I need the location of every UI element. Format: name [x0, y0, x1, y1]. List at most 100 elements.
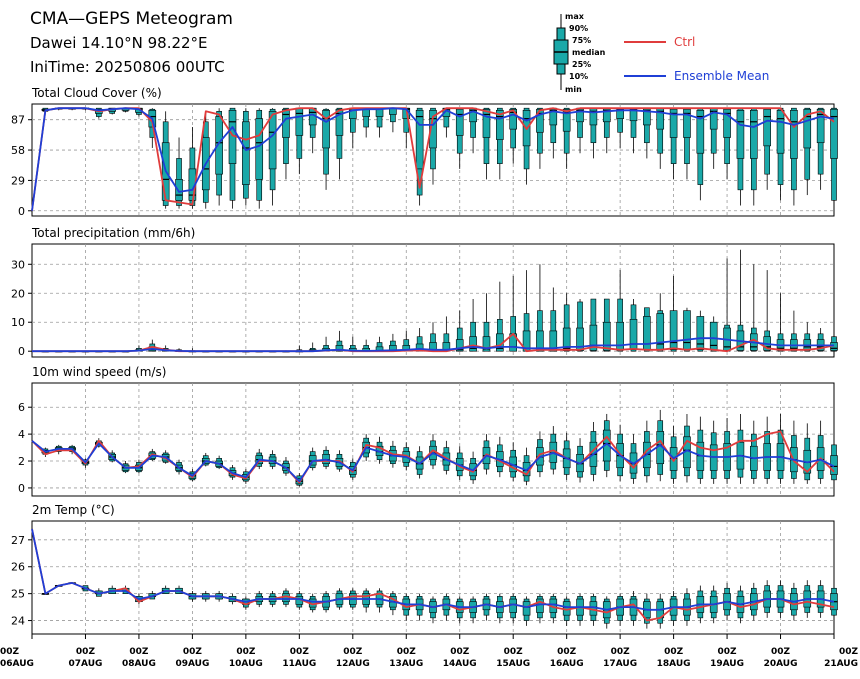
x-tick-date: 09AUG: [175, 659, 209, 669]
box-plot: [683, 107, 691, 180]
box-plot: [763, 416, 771, 484]
box-plot: [429, 322, 437, 352]
box-plot: [496, 107, 504, 180]
box-inner: [469, 336, 477, 352]
box-plot: [482, 107, 491, 180]
box-plot: [576, 299, 584, 352]
box-plot: [389, 333, 397, 352]
box-plot: [522, 596, 531, 626]
box-inner: [589, 324, 598, 351]
box-plot: [549, 107, 558, 159]
box-plot: [348, 107, 357, 148]
box-plot: [509, 593, 518, 624]
box-plot: [816, 107, 825, 190]
init-time-label: IniTime: 20250806 00UTC: [30, 58, 225, 76]
box-plot: [455, 310, 464, 352]
box-inner: [482, 108, 491, 138]
y-tick-label: 2: [18, 455, 25, 468]
box-plot: [709, 420, 718, 484]
x-tick: 00Z 06AUG: [0, 634, 34, 669]
box-inner: [803, 108, 812, 149]
x-tick: 00Z 12AUG: [336, 634, 370, 669]
ensemble-mean-line: [31, 107, 835, 211]
box-plot: [669, 275, 678, 352]
box-inner: [429, 109, 437, 149]
x-tick: 00Z 13AUG: [389, 634, 423, 669]
box-plot: [522, 447, 531, 486]
box-plot: [830, 107, 838, 211]
box-inner: [482, 336, 491, 352]
box-plot: [509, 107, 518, 164]
x-tick: 00Z 20AUG: [764, 634, 798, 669]
x-tick-date: 18AUG: [657, 659, 691, 669]
box-plot: [683, 307, 691, 352]
box-plot: [268, 108, 277, 206]
box-plot: [616, 593, 624, 626]
x-tick-date: 17AUG: [603, 659, 637, 669]
box-inner: [736, 109, 745, 159]
box-plot: [536, 593, 544, 624]
x-tick-date: 15AUG: [496, 659, 530, 669]
box-plot: [790, 107, 798, 206]
box-plot: [255, 108, 264, 209]
box-plot: [616, 107, 624, 148]
box-plot: [736, 249, 745, 352]
x-tick-date: 10AUG: [229, 659, 263, 669]
x-tick-date: 06AUG: [0, 659, 34, 669]
x-tick-hour: 00Z: [183, 647, 203, 657]
y-tick-label: 27: [11, 534, 25, 547]
legend-ctrl-label: Ctrl: [674, 35, 695, 49]
box-inner: [749, 109, 758, 159]
box-plot: [589, 107, 598, 159]
box-plot: [322, 446, 330, 470]
x-tick: 00Z 08AUG: [122, 634, 156, 669]
x-tick: 00Z 11AUG: [282, 634, 316, 669]
ensemble-mean-line: [32, 337, 834, 353]
box-plot: [215, 108, 223, 206]
box-plot: [295, 107, 304, 175]
location-label: Dawei 14.10°N 98.22°E: [30, 34, 208, 52]
box-plot: [803, 423, 812, 484]
x-axis: 00Z 06AUG 00Z 07AUG 00Z 08AUG 00Z 09AUG 00Z 10AUG…: [0, 634, 858, 669]
y-tick-label: 29: [11, 174, 25, 187]
box-inner: [562, 108, 571, 132]
box-plot: [282, 107, 290, 180]
box-inner: [242, 121, 250, 185]
box-inner: [415, 109, 424, 170]
x-tick: 00Z 16AUG: [550, 634, 584, 669]
box-plot: [389, 107, 397, 133]
x-tick-hour: 00Z: [397, 647, 417, 657]
box-plot: [830, 431, 838, 484]
box-plot: [308, 342, 317, 352]
box-inner: [629, 319, 638, 351]
x-tick-hour: 00Z: [290, 647, 310, 657]
box-plot: [429, 596, 437, 624]
panel-title: Total precipitation (mm/6h): [31, 226, 195, 240]
legend: max 90% 75% median 25% 10% min Ctrl Ense…: [553, 12, 769, 94]
y-tick-label: 0: [18, 205, 25, 218]
box-plot: [536, 107, 544, 169]
x-tick-hour: 00Z: [504, 647, 524, 657]
box-plot: [455, 446, 464, 480]
box-inner: [335, 108, 344, 136]
x-tick: 00Z 09AUG: [175, 634, 209, 669]
panel-title: 2m Temp (°C): [32, 503, 115, 517]
box-plot: [696, 416, 705, 484]
legend-box-label-p25: 25%: [572, 60, 591, 69]
box-inner: [295, 107, 304, 136]
x-tick-hour: 00Z: [839, 647, 859, 657]
y-tick-label: 58: [11, 144, 25, 157]
x-tick-date: 12AUG: [336, 659, 370, 669]
box-plot: [576, 107, 584, 154]
box-plot: [629, 434, 638, 484]
x-tick: 00Z 10AUG: [229, 634, 263, 669]
panel-0: Total Cloud Cover (%) 0 29 58 87: [11, 86, 838, 218]
x-tick-date: 14AUG: [443, 659, 477, 669]
y-tick-label: 6: [18, 401, 25, 414]
x-tick-date: 20AUG: [764, 659, 798, 669]
box-plot: [616, 270, 624, 352]
box-plot: [496, 436, 504, 478]
box-plot: [562, 293, 571, 352]
box-plot: [602, 298, 611, 352]
